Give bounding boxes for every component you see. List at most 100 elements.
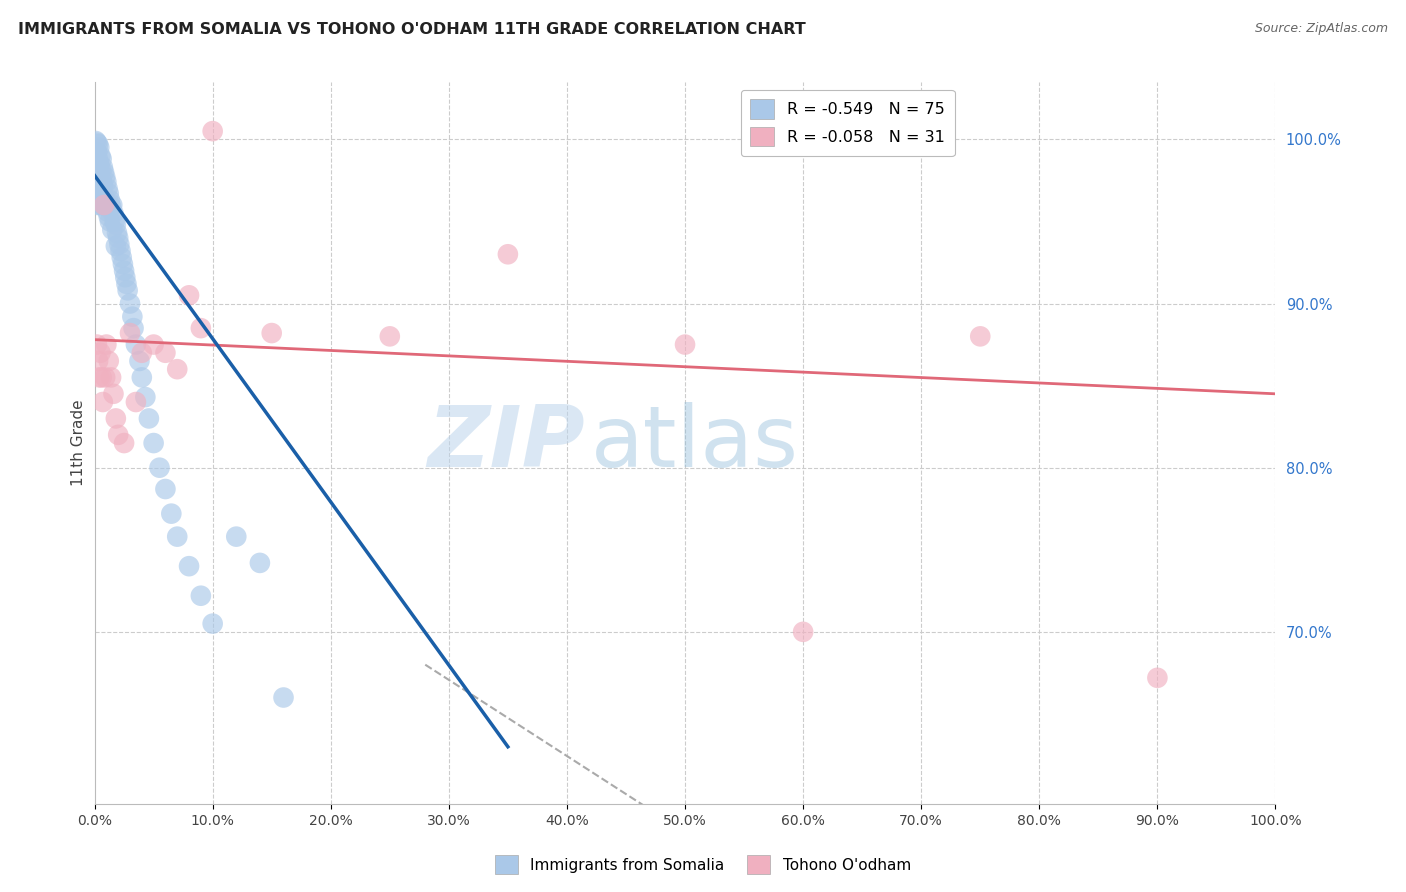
Point	[177, 559, 200, 574]
Legend: R = -0.549   N = 75, R = -0.058   N = 31: R = -0.549 N = 75, R = -0.058 N = 31	[741, 90, 955, 156]
Point	[86, 145, 108, 160]
Point	[142, 436, 165, 450]
Text: Source: ZipAtlas.com: Source: ZipAtlas.com	[1254, 22, 1388, 36]
Point	[112, 436, 135, 450]
Point	[89, 140, 111, 154]
Point	[177, 288, 200, 302]
Point	[94, 170, 117, 185]
Point	[111, 257, 134, 271]
Point	[108, 237, 131, 252]
Point	[91, 395, 114, 409]
Point	[128, 354, 150, 368]
Point	[89, 370, 111, 384]
Point	[100, 200, 122, 214]
Point	[96, 200, 118, 214]
Point	[155, 345, 177, 359]
Point	[148, 460, 170, 475]
Point	[89, 193, 111, 207]
Point	[110, 244, 132, 258]
Point	[87, 178, 110, 193]
Legend: Immigrants from Somalia, Tohono O'odham: Immigrants from Somalia, Tohono O'odham	[489, 849, 917, 880]
Point	[86, 157, 108, 171]
Point	[87, 198, 110, 212]
Point	[97, 181, 120, 195]
Point	[91, 198, 114, 212]
Point	[101, 198, 124, 212]
Point	[86, 190, 108, 204]
Point	[86, 136, 108, 150]
Point	[89, 178, 111, 193]
Point	[115, 277, 138, 291]
Point	[103, 386, 125, 401]
Point	[104, 239, 127, 253]
Point	[122, 321, 145, 335]
Point	[84, 149, 107, 163]
Point	[131, 370, 153, 384]
Point	[166, 362, 188, 376]
Point	[260, 326, 283, 340]
Y-axis label: 11th Grade: 11th Grade	[72, 400, 86, 486]
Point	[97, 204, 120, 219]
Point	[201, 124, 224, 138]
Point	[142, 337, 165, 351]
Point	[90, 173, 112, 187]
Point	[138, 411, 160, 425]
Point	[89, 173, 111, 187]
Point	[125, 337, 148, 351]
Point	[93, 165, 115, 179]
Point	[378, 329, 401, 343]
Point	[125, 395, 148, 409]
Point	[86, 173, 108, 187]
Point	[131, 345, 153, 359]
Point	[89, 161, 111, 176]
Point	[118, 296, 141, 310]
Point	[201, 616, 224, 631]
Point	[104, 218, 127, 232]
Point	[103, 206, 125, 220]
Point	[969, 329, 991, 343]
Point	[117, 284, 139, 298]
Point	[93, 190, 115, 204]
Point	[98, 193, 121, 207]
Point	[792, 624, 814, 639]
Point	[89, 149, 111, 163]
Point	[84, 165, 107, 179]
Point	[104, 411, 127, 425]
Point	[1146, 671, 1168, 685]
Point	[90, 152, 112, 166]
Point	[249, 556, 271, 570]
Point	[87, 354, 110, 368]
Point	[118, 326, 141, 340]
Point	[114, 270, 136, 285]
Point	[98, 214, 121, 228]
Point	[94, 370, 117, 384]
Point	[84, 134, 107, 148]
Point	[160, 507, 183, 521]
Point	[112, 263, 135, 277]
Point	[97, 354, 120, 368]
Point	[97, 210, 120, 224]
Text: atlas: atlas	[591, 401, 799, 484]
Point	[134, 390, 156, 404]
Text: ZIP: ZIP	[427, 401, 585, 484]
Point	[190, 589, 212, 603]
Text: IMMIGRANTS FROM SOMALIA VS TOHONO O'ODHAM 11TH GRADE CORRELATION CHART: IMMIGRANTS FROM SOMALIA VS TOHONO O'ODHA…	[18, 22, 806, 37]
Point	[93, 198, 115, 212]
Point	[94, 194, 117, 209]
Point	[87, 152, 110, 166]
Point	[104, 214, 127, 228]
Point	[96, 175, 118, 189]
Point	[225, 530, 247, 544]
Point	[90, 370, 112, 384]
Point	[496, 247, 519, 261]
Point	[97, 186, 120, 201]
Point	[166, 530, 188, 544]
Point	[90, 194, 112, 209]
Point	[89, 198, 111, 212]
Point	[105, 226, 128, 240]
Point	[107, 231, 129, 245]
Point	[190, 321, 212, 335]
Point	[89, 157, 111, 171]
Point	[273, 690, 295, 705]
Point	[101, 222, 124, 236]
